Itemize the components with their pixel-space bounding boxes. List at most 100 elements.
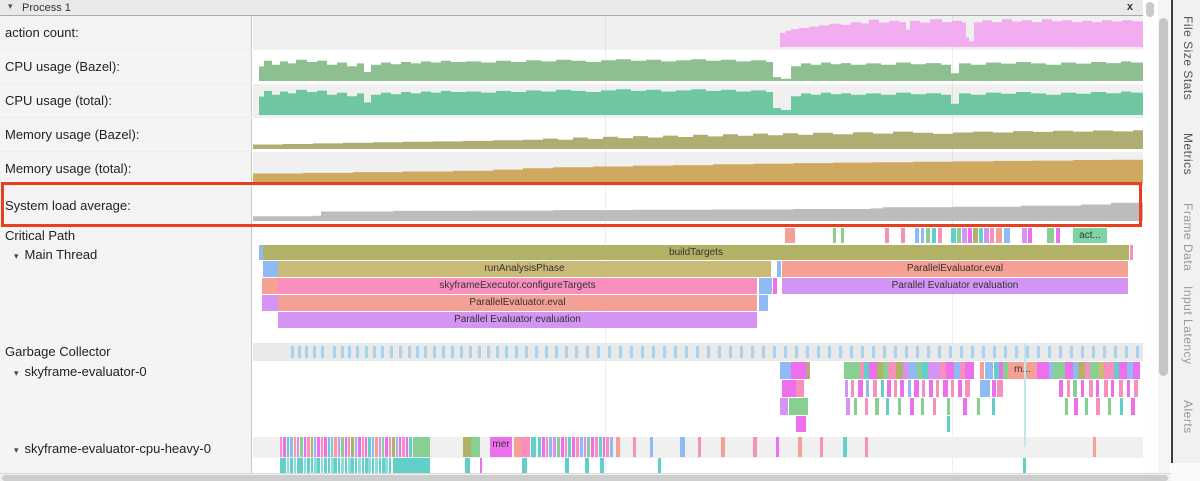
gc-event-tick[interactable]	[1081, 346, 1084, 358]
event-slice[interactable]	[348, 458, 351, 476]
event-slice[interactable]	[579, 437, 583, 457]
gc-event-tick[interactable]	[597, 346, 600, 358]
counter-track-system-load[interactable]	[253, 188, 1143, 224]
event-slice[interactable]	[885, 228, 889, 243]
track-main-thread-depth-3[interactable]: ParallelEvaluator.eval	[253, 295, 1143, 312]
gc-event-tick[interactable]	[685, 346, 688, 358]
event-slice[interactable]	[351, 437, 354, 457]
gc-event-tick[interactable]	[850, 346, 853, 358]
gc-event-tick[interactable]	[707, 346, 710, 358]
event-slice[interactable]	[300, 437, 303, 457]
vertical-scrollbar-outer-thumb[interactable]	[1159, 18, 1168, 376]
event-slice[interactable]	[994, 362, 999, 379]
event-slice[interactable]	[549, 437, 553, 457]
event-slice[interactable]	[887, 380, 891, 397]
event-slice[interactable]	[413, 437, 430, 457]
counter-track-cpu-total[interactable]	[253, 84, 1143, 118]
event-slice[interactable]	[361, 458, 365, 476]
event-slice[interactable]	[979, 228, 983, 243]
gc-event-tick[interactable]	[535, 346, 538, 358]
event-slice[interactable]	[1078, 362, 1085, 379]
event-slice[interactable]	[378, 458, 382, 476]
close-process-button[interactable]: x	[1126, 1, 1133, 13]
track-main-thread-depth-4[interactable]: Parallel Evaluator evaluation	[253, 312, 1143, 329]
event-slice[interactable]	[1065, 362, 1073, 379]
gc-event-tick[interactable]	[1070, 346, 1073, 358]
gc-event-tick[interactable]	[663, 346, 666, 358]
gc-event-tick[interactable]	[305, 346, 308, 358]
gc-event-tick[interactable]	[784, 346, 787, 358]
event-slice[interactable]	[782, 380, 796, 397]
event-slice[interactable]	[317, 458, 320, 476]
vertical-scrollbar-inner-thumb[interactable]	[1146, 2, 1154, 17]
track-main-thread-depth-2[interactable]: skyframeExecutor.configureTargets Paralle…	[253, 278, 1143, 295]
event-slice[interactable]	[864, 362, 869, 379]
event-slice[interactable]	[1085, 362, 1090, 379]
event-slice-labeled[interactable]: act...	[1073, 228, 1107, 243]
event-slice[interactable]	[348, 437, 351, 457]
event-slice[interactable]	[595, 437, 598, 457]
event-slice[interactable]	[1108, 398, 1111, 415]
gc-event-tick[interactable]	[883, 346, 886, 358]
event-slice[interactable]	[399, 437, 402, 457]
gc-event-tick[interactable]	[1037, 346, 1040, 358]
event-slice[interactable]	[303, 437, 307, 457]
event-slice[interactable]	[860, 362, 864, 379]
event-slice[interactable]	[791, 362, 807, 379]
gc-event-tick[interactable]	[390, 346, 393, 358]
event-slice[interactable]	[1022, 228, 1027, 243]
event-slice[interactable]	[568, 437, 572, 457]
event-slice[interactable]	[307, 458, 310, 476]
event-slice[interactable]	[943, 380, 948, 397]
gc-event-tick[interactable]	[460, 346, 463, 358]
event-slice-labeled[interactable]: ParallelEvaluator.eval	[782, 261, 1128, 277]
event-slice[interactable]	[845, 380, 848, 397]
event-slice-labeled[interactable]: Parallel Evaluator evaluation	[782, 278, 1128, 294]
event-slice[interactable]	[1081, 380, 1084, 397]
event-slice[interactable]	[263, 261, 278, 277]
event-slice[interactable]	[903, 362, 909, 379]
event-slice[interactable]	[1098, 362, 1104, 379]
event-slice[interactable]	[324, 437, 327, 457]
event-slice[interactable]	[900, 380, 904, 397]
event-slice[interactable]	[314, 458, 317, 476]
event-slice[interactable]	[1089, 380, 1093, 397]
event-slice[interactable]	[606, 437, 610, 457]
event-slice[interactable]	[480, 458, 482, 476]
gc-event-tick[interactable]	[740, 346, 743, 358]
event-slice[interactable]	[405, 437, 409, 457]
horizontal-scrollbar[interactable]	[0, 473, 1172, 481]
event-slice[interactable]	[936, 380, 939, 397]
event-slice-labeled[interactable]: m...	[1008, 362, 1037, 379]
gc-event-tick[interactable]	[321, 346, 324, 358]
event-slice[interactable]	[557, 437, 560, 457]
event-slice[interactable]	[522, 458, 527, 476]
event-slice[interactable]	[1059, 380, 1063, 397]
track-evaluator0-depth-1[interactable]	[253, 380, 1143, 398]
vertical-scrollbar-inner[interactable]	[1145, 0, 1155, 473]
event-slice[interactable]	[610, 437, 613, 457]
gc-event-tick[interactable]	[555, 346, 558, 358]
gc-event-tick[interactable]	[1125, 346, 1128, 358]
gc-event-tick[interactable]	[806, 346, 809, 358]
event-slice[interactable]	[1074, 398, 1078, 415]
event-slice[interactable]	[259, 245, 263, 260]
event-slice[interactable]	[388, 458, 392, 476]
event-slice[interactable]	[541, 437, 545, 457]
gc-event-tick[interactable]	[408, 346, 411, 358]
event-slice[interactable]	[331, 437, 334, 457]
gc-event-tick[interactable]	[478, 346, 481, 358]
event-slice[interactable]	[977, 398, 980, 415]
event-slice[interactable]	[409, 437, 412, 457]
event-slice[interactable]	[980, 380, 990, 397]
event-slice[interactable]	[365, 437, 368, 457]
event-slice[interactable]	[393, 458, 430, 476]
event-slice[interactable]	[300, 458, 303, 476]
event-slice[interactable]	[317, 437, 320, 457]
event-slice[interactable]	[680, 437, 685, 457]
event-slice-labeled[interactable]: buildTargets	[263, 245, 1129, 260]
event-slice[interactable]	[996, 228, 1002, 243]
gc-event-tick[interactable]	[373, 346, 376, 358]
event-slice[interactable]	[553, 437, 556, 457]
event-slice[interactable]	[777, 261, 781, 277]
